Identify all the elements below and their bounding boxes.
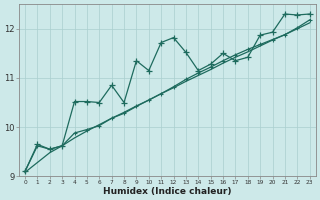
X-axis label: Humidex (Indice chaleur): Humidex (Indice chaleur) [103, 187, 232, 196]
